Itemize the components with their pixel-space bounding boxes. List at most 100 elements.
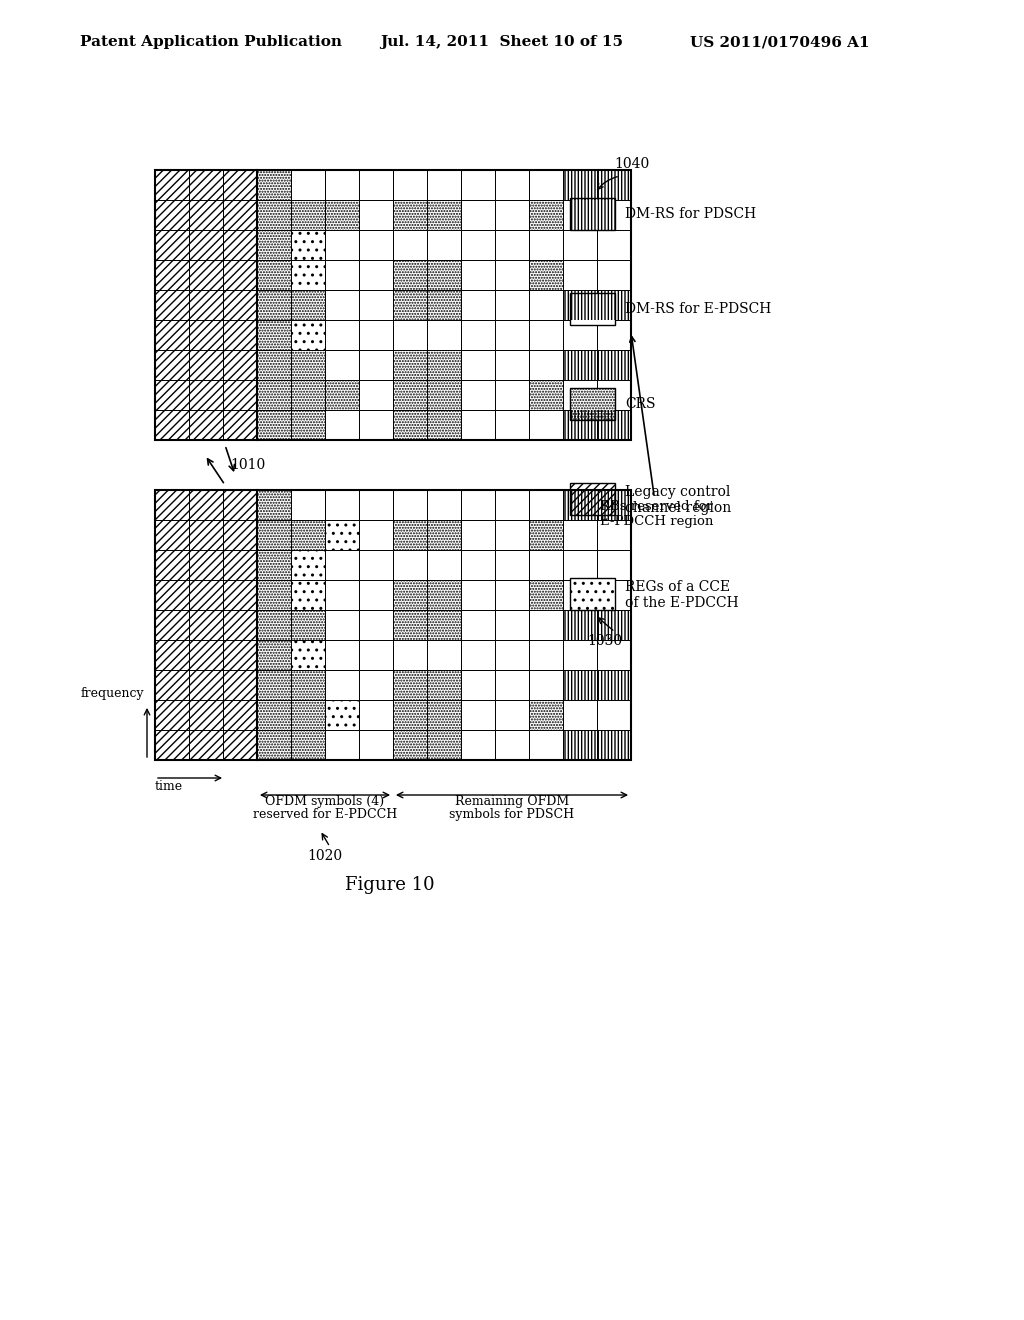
Text: reserved for E-PDCCH: reserved for E-PDCCH	[253, 808, 397, 821]
Bar	[427, 490, 461, 520]
Bar	[597, 550, 631, 579]
Bar	[325, 201, 359, 230]
Bar	[155, 490, 631, 760]
Bar	[223, 230, 257, 260]
Bar	[189, 319, 223, 350]
Bar	[563, 700, 597, 730]
Bar	[427, 700, 461, 730]
Bar	[257, 201, 291, 230]
Bar	[461, 290, 495, 319]
Bar	[563, 579, 597, 610]
Bar	[189, 170, 223, 201]
Bar	[189, 579, 223, 610]
Bar	[155, 520, 189, 550]
Bar	[597, 490, 631, 520]
Bar	[495, 700, 529, 730]
Bar	[155, 671, 189, 700]
Bar	[495, 260, 529, 290]
Bar	[529, 380, 563, 411]
Bar	[563, 610, 597, 640]
Bar	[189, 290, 223, 319]
Bar	[427, 700, 461, 730]
Text: OFDM symbols (4): OFDM symbols (4)	[265, 795, 385, 808]
Bar	[223, 411, 257, 440]
Bar	[189, 671, 223, 700]
Bar	[223, 700, 257, 730]
Bar	[597, 411, 631, 440]
Bar	[597, 411, 631, 440]
Bar	[291, 700, 325, 730]
Bar	[257, 260, 291, 290]
Bar	[563, 490, 597, 520]
Bar	[189, 730, 223, 760]
Bar	[155, 170, 631, 440]
Bar	[529, 290, 563, 319]
Bar	[563, 350, 597, 380]
Bar	[223, 730, 257, 760]
Bar	[325, 201, 359, 230]
Bar	[427, 201, 461, 230]
Bar	[189, 201, 223, 230]
Bar	[597, 170, 631, 201]
Bar	[461, 579, 495, 610]
Bar	[529, 730, 563, 760]
Bar	[495, 671, 529, 700]
Bar	[393, 730, 427, 760]
Bar	[529, 550, 563, 579]
Bar	[461, 640, 495, 671]
Bar	[529, 610, 563, 640]
Bar	[529, 380, 563, 411]
Bar	[563, 411, 597, 440]
Bar	[257, 550, 291, 579]
Bar	[393, 730, 427, 760]
Bar	[189, 730, 223, 760]
Bar	[257, 700, 291, 730]
Bar	[359, 520, 393, 550]
Bar	[155, 700, 189, 730]
Bar	[393, 579, 427, 610]
Bar	[257, 170, 291, 201]
Bar	[461, 671, 495, 700]
Bar	[223, 290, 257, 319]
Text: RBs reserved for
E-PDCCH region: RBs reserved for E-PDCCH region	[600, 337, 714, 528]
Bar	[427, 730, 461, 760]
Bar	[393, 260, 427, 290]
Bar	[257, 579, 291, 610]
Bar	[427, 671, 461, 700]
Bar	[563, 411, 597, 440]
Bar	[291, 730, 325, 760]
Bar	[529, 350, 563, 380]
Bar	[325, 610, 359, 640]
Bar	[223, 290, 257, 319]
Bar	[461, 550, 495, 579]
Bar	[325, 550, 359, 579]
Bar	[257, 730, 291, 760]
Bar	[189, 411, 223, 440]
Bar	[529, 260, 563, 290]
Bar	[155, 490, 189, 520]
Bar	[461, 411, 495, 440]
Bar	[325, 520, 359, 550]
Bar	[427, 730, 461, 760]
Bar	[257, 610, 291, 640]
Bar	[291, 319, 325, 350]
Bar	[427, 579, 461, 610]
Text: 1040: 1040	[614, 157, 649, 172]
Bar	[155, 380, 189, 411]
Text: Figure 10: Figure 10	[345, 876, 435, 894]
Bar	[325, 730, 359, 760]
Bar	[359, 350, 393, 380]
Bar	[291, 640, 325, 671]
Bar	[597, 490, 631, 520]
Text: symbols for PDSCH: symbols for PDSCH	[450, 808, 574, 821]
Bar	[325, 520, 359, 550]
Bar	[359, 490, 393, 520]
Bar	[359, 640, 393, 671]
Bar	[223, 610, 257, 640]
Bar	[291, 319, 325, 350]
Text: of the E-PDCCH: of the E-PDCCH	[625, 597, 738, 610]
Bar	[597, 579, 631, 610]
Bar	[223, 170, 257, 201]
Bar	[155, 700, 189, 730]
Bar	[495, 640, 529, 671]
